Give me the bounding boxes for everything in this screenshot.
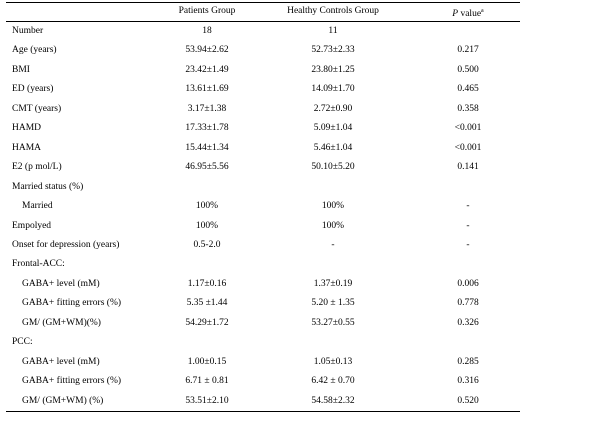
table-cell: 0.358 xyxy=(457,103,479,114)
p-symbol: P xyxy=(452,9,459,20)
table-cell: 5.46±1.04 xyxy=(313,142,353,153)
table-cell: 50.10±5.20 xyxy=(311,162,355,173)
table-cell: 0.5-2.0 xyxy=(193,239,221,250)
table-cell: 14.09±1.70 xyxy=(311,84,355,95)
table-cell: <0.001 xyxy=(454,142,482,153)
header-cell: Patients Group xyxy=(178,6,236,16)
table-cell: 52.73±2.33 xyxy=(311,45,355,56)
table-cell: - xyxy=(466,201,470,212)
p-note: a xyxy=(481,8,484,14)
p-text: value xyxy=(460,9,482,20)
row-label: Onset for depression (years) xyxy=(12,239,120,250)
table-cell: - xyxy=(466,220,470,231)
table-cell: 0.778 xyxy=(457,298,479,309)
table-cell: 54.58±2.32 xyxy=(311,395,355,406)
table-cell: 1.17±0.16 xyxy=(187,278,227,289)
header-cell: Healthy Controls Group xyxy=(287,6,379,16)
header-cell: P valuea xyxy=(452,5,483,20)
table-cell: 0.217 xyxy=(457,45,479,56)
table-cell: 0.520 xyxy=(457,395,479,406)
table-cell: 1.00±0.15 xyxy=(187,356,227,367)
row-label: E2 (p mol/L) xyxy=(12,162,62,173)
table-cell: 5.35 ±1.44 xyxy=(186,298,228,309)
table-cell: 54.29±1.72 xyxy=(185,317,229,328)
row-label: HAMD xyxy=(12,123,42,134)
table-cell: 6.71 ± 0.81 xyxy=(185,376,229,387)
table-cell: 100% xyxy=(195,201,219,212)
table-cell: 100% xyxy=(321,220,345,231)
row-label: Age (years) xyxy=(12,45,57,56)
table-cell: 0.006 xyxy=(457,278,479,289)
table-cell: 5.20 ± 1.35 xyxy=(311,298,355,309)
table-cell: 18 xyxy=(202,26,212,36)
table-cell: 5.09±1.04 xyxy=(313,123,353,134)
table-cell: 17.33±1.78 xyxy=(185,123,229,134)
row-label: GM/ (GM+WM) (%) xyxy=(22,395,104,406)
bottom-rule xyxy=(6,411,520,412)
table-cell: 15.44±1.34 xyxy=(185,142,229,153)
table-cell: 46.95±5.56 xyxy=(185,162,229,173)
table-cell: 100% xyxy=(195,220,219,231)
table-cell: 0.500 xyxy=(457,64,479,75)
row-label: ED (years) xyxy=(12,84,54,95)
table-cell: 53.27±0.55 xyxy=(311,317,355,328)
row-label: Married status (%) xyxy=(12,181,84,192)
table-cell: 13.61±1.69 xyxy=(185,84,229,95)
row-label: GABA+ fitting errors (%) xyxy=(22,298,122,309)
row-label: HAMA xyxy=(12,142,42,153)
row-label: Frontal-ACC: xyxy=(12,259,65,270)
row-label: GM/ (GM+WM)(%) xyxy=(22,317,101,328)
table-cell: 6.42 ± 0.70 xyxy=(311,376,355,387)
table-cell: 11 xyxy=(328,26,338,36)
table-cell: 0.285 xyxy=(457,356,479,367)
row-label: Empolyed xyxy=(12,220,52,231)
table-cell: 100% xyxy=(321,201,345,212)
table-cell: - xyxy=(331,239,335,250)
top-rule xyxy=(6,2,520,3)
table-cell: - xyxy=(466,239,470,250)
table-cell: 3.17±1.38 xyxy=(187,103,227,114)
table-cell: 23.42±1.49 xyxy=(185,64,229,75)
table-cell: 0.465 xyxy=(457,84,479,95)
table-cell: 0.326 xyxy=(457,317,479,328)
row-label: PCC: xyxy=(12,337,33,348)
table-cell: 23.80±1.25 xyxy=(311,64,355,75)
row-label: BMI xyxy=(12,64,30,75)
row-label: GABA+ level (mM) xyxy=(22,356,100,367)
table-cell: 53.94±2.62 xyxy=(185,45,229,56)
table-cell: 1.37±0.19 xyxy=(313,278,353,289)
table-cell: 0.316 xyxy=(457,376,479,387)
table-cell: 2.72±0.90 xyxy=(313,103,353,114)
table-cell: 53.51±2.10 xyxy=(185,395,229,406)
row-label: GABA+ fitting errors (%) xyxy=(22,376,122,387)
row-label: Number xyxy=(12,26,44,36)
row-label: CMT (years) xyxy=(12,103,62,114)
row-label: Married xyxy=(22,201,53,212)
table-cell: <0.001 xyxy=(454,123,482,134)
table-cell: 1.05±0.13 xyxy=(313,356,353,367)
row-label: GABA+ level (mM) xyxy=(22,278,100,289)
header-rule xyxy=(6,21,520,22)
table-cell: 0.141 xyxy=(457,162,479,173)
